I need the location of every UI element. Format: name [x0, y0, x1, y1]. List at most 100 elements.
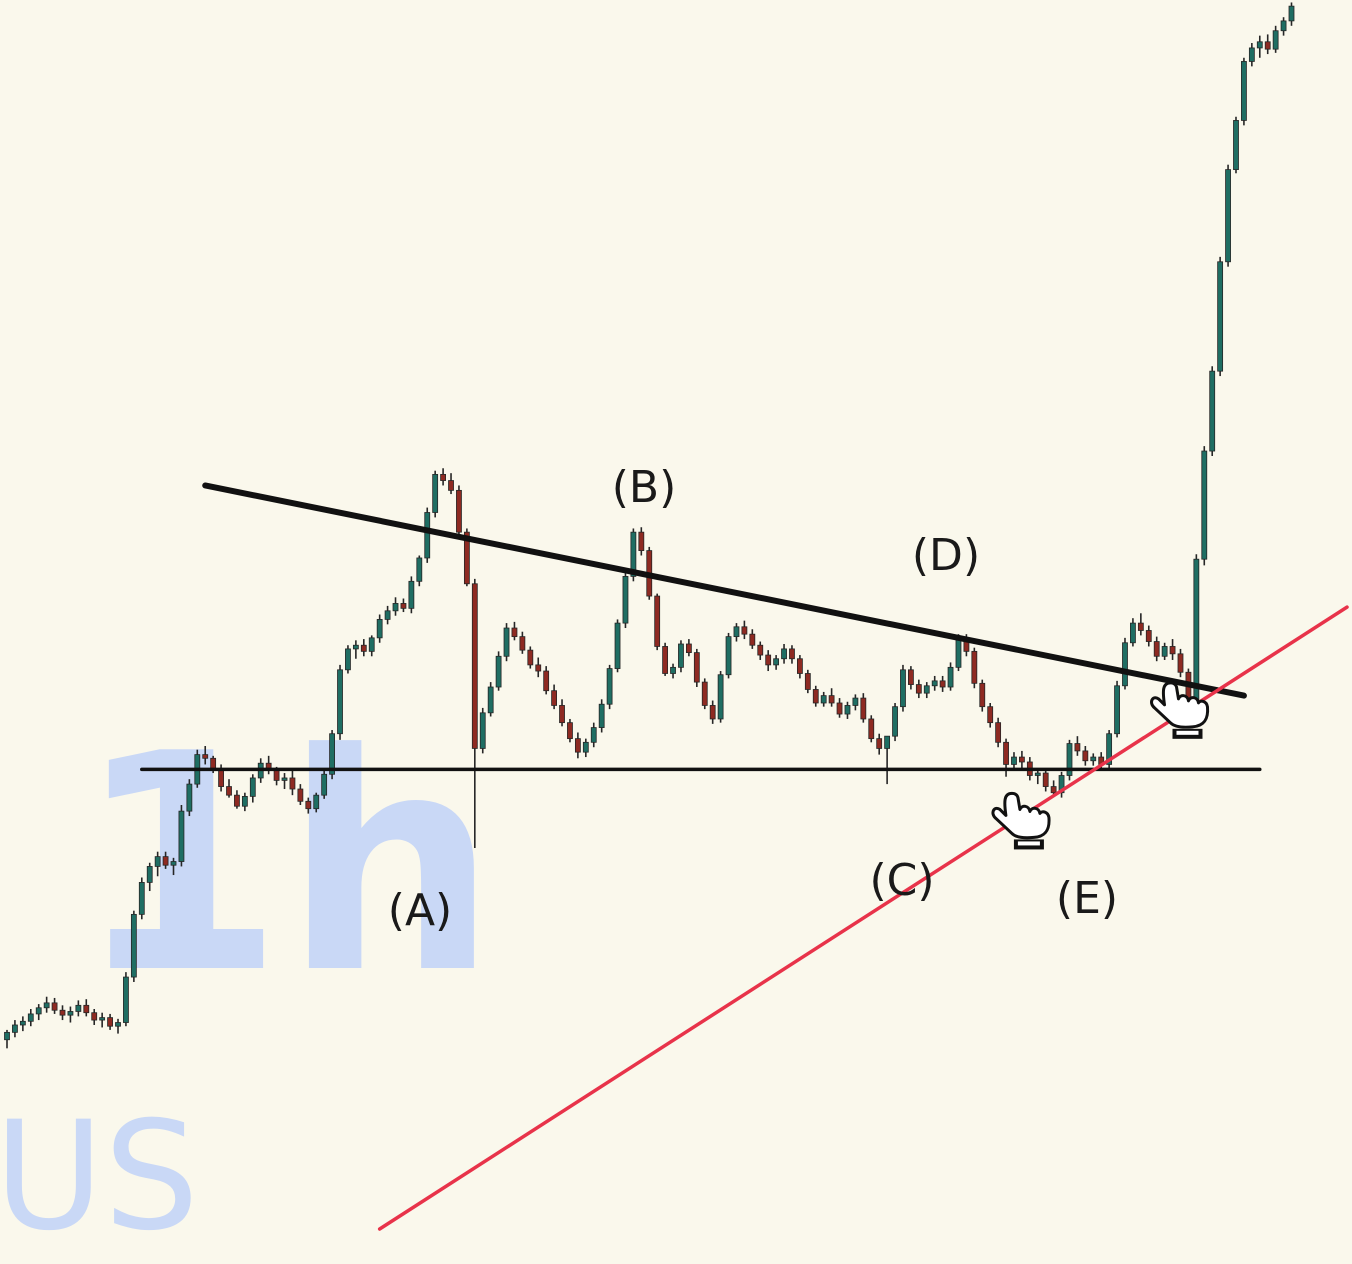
candle-body [107, 1017, 113, 1027]
candle [178, 804, 185, 867]
candle-body [741, 626, 748, 635]
candle-body [1241, 61, 1247, 121]
candle-body [915, 684, 922, 694]
candle-body [923, 685, 930, 694]
candle [1209, 366, 1216, 456]
timeframe-watermark: 1h [75, 690, 497, 1039]
candle [876, 733, 883, 755]
candle-body [67, 1011, 74, 1016]
candle-body [1209, 370, 1216, 452]
candle-body [408, 580, 415, 609]
candle [1066, 739, 1073, 781]
candle-body [1256, 41, 1263, 49]
upper-trendline-line[interactable] [202, 482, 1247, 699]
candle [693, 648, 700, 688]
candle [130, 910, 137, 982]
candle-body [463, 531, 470, 585]
candle-body [1106, 733, 1113, 765]
candle-body [321, 773, 328, 796]
candle-body [289, 777, 296, 790]
candle [392, 597, 399, 616]
candle-body [709, 705, 716, 720]
candle [27, 1009, 34, 1027]
candle-body [1288, 5, 1295, 22]
candle-body [1233, 120, 1239, 171]
candle [915, 679, 922, 699]
candle [297, 784, 304, 805]
candle [1256, 35, 1263, 58]
candle-body [1130, 622, 1136, 644]
candle [654, 593, 661, 651]
candle [749, 629, 756, 649]
candle-body [329, 733, 335, 775]
candle-body [1169, 646, 1176, 655]
candle [1161, 642, 1168, 660]
candle [43, 996, 50, 1013]
candle-body [868, 718, 875, 740]
wave-label-e: (E) [1056, 873, 1118, 924]
candle [1114, 680, 1120, 738]
candle-body [146, 866, 153, 883]
candle-body [685, 643, 692, 653]
candle [321, 769, 328, 799]
candle-body [170, 861, 177, 866]
candle-body [1011, 756, 1017, 765]
candle [1280, 17, 1287, 36]
wave-label-a: (A) [388, 885, 452, 936]
candle-body [979, 682, 986, 708]
candle [519, 631, 526, 654]
candle [456, 485, 462, 536]
candle [828, 688, 835, 707]
candle-body [527, 649, 534, 666]
candle-body [622, 576, 629, 624]
candle [796, 655, 803, 679]
candle [1145, 625, 1152, 647]
candle [67, 1006, 74, 1023]
candle-body [567, 722, 573, 740]
candle-body [19, 1020, 26, 1026]
candle [820, 691, 827, 707]
candle-body [733, 626, 740, 638]
candle-body [1248, 47, 1255, 62]
candle-body [43, 1002, 50, 1009]
candle-body [313, 794, 320, 810]
candle [995, 717, 1002, 748]
candle-body [226, 786, 232, 796]
candle-body [1145, 630, 1152, 642]
candle [1177, 648, 1184, 678]
candle [479, 707, 486, 754]
candle [202, 746, 209, 765]
candle [1241, 57, 1247, 126]
candle [765, 650, 772, 672]
candle-body [773, 658, 780, 666]
candle-body [345, 648, 351, 671]
candle-body [1161, 646, 1168, 657]
wave-labels: (A) (B) (C) (D) (E) [388, 462, 1118, 936]
candle [186, 779, 193, 817]
candle-body [83, 1004, 90, 1014]
candle-body [606, 668, 613, 705]
candle-body [614, 622, 621, 669]
candle-body [479, 712, 486, 749]
candle-body [796, 658, 803, 674]
candle [685, 639, 692, 657]
candle-body [908, 669, 914, 685]
hand-pointer-icon [1150, 681, 1210, 739]
candle-body [495, 655, 502, 688]
candle [424, 507, 431, 563]
candle-body [305, 800, 312, 810]
candle-body [503, 627, 510, 657]
candle [527, 646, 534, 669]
candle [567, 718, 573, 743]
candle-body [789, 648, 795, 660]
candle-body [178, 810, 185, 862]
candle [931, 675, 938, 691]
candle-body [678, 643, 684, 668]
candle-body [892, 706, 898, 737]
wave-label-b: (B) [612, 462, 677, 513]
candle-body [955, 637, 962, 668]
candle-body [384, 610, 391, 620]
candle [83, 999, 90, 1017]
candle [503, 623, 510, 662]
candle-body [662, 646, 669, 674]
